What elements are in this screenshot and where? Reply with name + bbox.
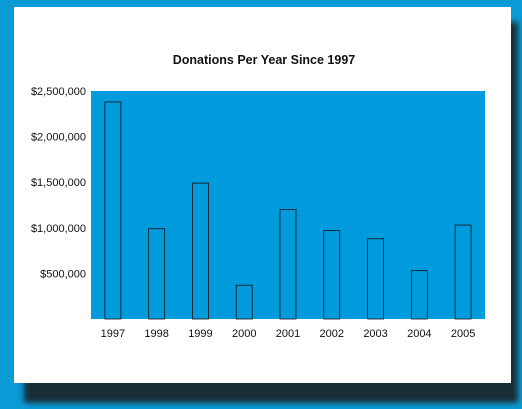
bar-1997 — [104, 101, 122, 320]
x-axis-ticks: 1997 1998 1999 2000 2001 2002 2003 2004 2005 — [101, 328, 476, 340]
y-axis-ticks: $500,000 $1,000,000 $1,500,000 $2,000,000 $2… — [31, 86, 86, 280]
y-tick-label: $500,000 — [40, 268, 86, 280]
x-tick-label: 2003 — [363, 328, 387, 340]
y-tick-label: $1,000,000 — [31, 223, 86, 235]
x-tick-label: 2001 — [276, 328, 300, 340]
bar-2003 — [367, 238, 384, 320]
x-tick-label: 2004 — [407, 328, 431, 340]
y-tick-label: $2,500,000 — [31, 86, 86, 98]
bar-2005 — [454, 224, 472, 320]
bar-1998 — [148, 228, 166, 320]
x-tick-label: 1997 — [101, 328, 125, 340]
y-tick-label: $2,000,000 — [31, 132, 86, 144]
left-edge-band — [0, 0, 14, 409]
bar-2001 — [279, 209, 297, 320]
x-tick-label: 1998 — [144, 328, 168, 340]
x-tick-label: 2000 — [232, 328, 256, 340]
y-tick-label: $1,500,000 — [31, 177, 86, 189]
chart-title: Donations Per Year Since 1997 — [173, 53, 356, 67]
bar-2002 — [323, 230, 341, 320]
bar-1999 — [192, 182, 209, 320]
bar-2000 — [235, 284, 253, 320]
x-tick-label: 2005 — [451, 328, 475, 340]
bars — [104, 101, 472, 320]
x-tick-label: 1999 — [188, 328, 212, 340]
x-tick-label: 2002 — [320, 328, 344, 340]
bar-2004 — [410, 270, 428, 320]
